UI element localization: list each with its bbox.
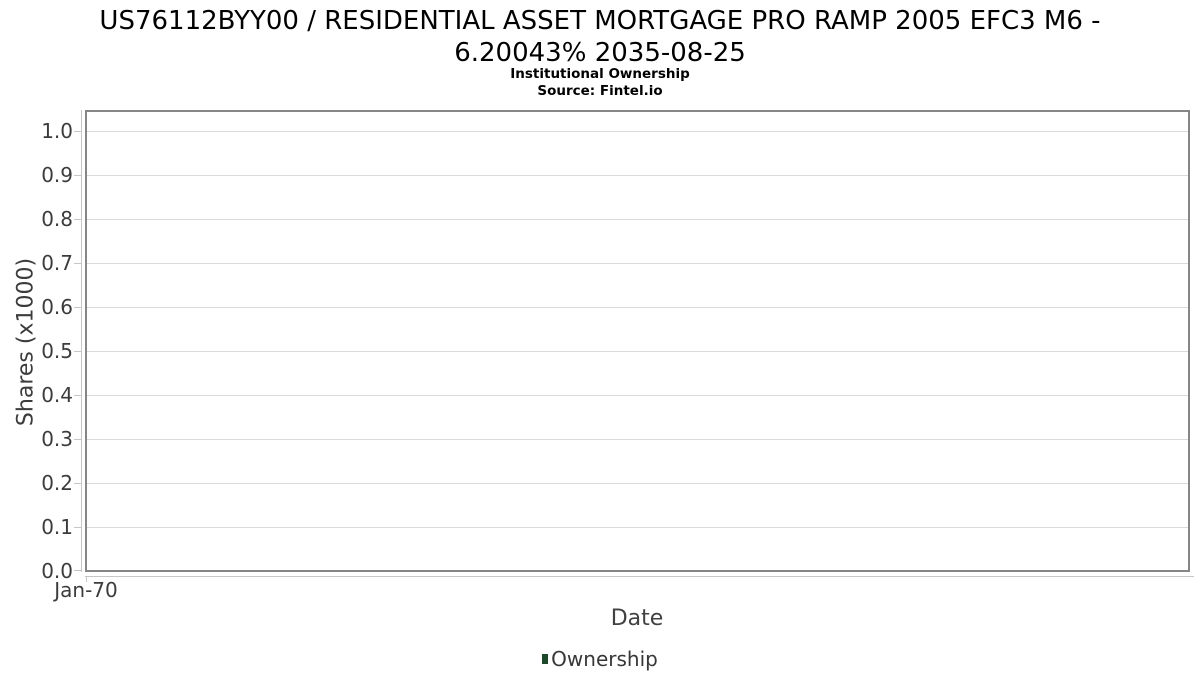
y-tick-0.5 (74, 351, 81, 352)
gridline-y-0.9 (87, 175, 1188, 176)
gridline-y-0.6 (87, 307, 1188, 308)
gridline-y-0.1 (87, 527, 1188, 528)
x-tick-label: Jan-70 (54, 578, 118, 602)
gridline-y-0.8 (87, 219, 1188, 220)
chart-title-line1: US76112BYY00 / RESIDENTIAL ASSET MORTGAG… (99, 6, 1101, 36)
plot-area (85, 110, 1190, 572)
y-tick-0.8 (74, 219, 81, 220)
y-tick-0.0 (74, 570, 81, 571)
gridline-y-0.5 (87, 351, 1188, 352)
y-tick-label-0.9: 0.9 (41, 163, 73, 187)
y-tick-label-0.0: 0.0 (41, 559, 73, 583)
gridline-y-0.2 (87, 483, 1188, 484)
y-tick-0.2 (74, 483, 81, 484)
y-tick-label-0.2: 0.2 (41, 471, 73, 495)
y-tick-label-0.4: 0.4 (41, 383, 73, 407)
y-tick-label-0.8: 0.8 (41, 207, 73, 231)
gridline-y-0.3 (87, 439, 1188, 440)
x-axis-label: Date (610, 606, 664, 631)
legend-label-ownership: Ownership (551, 647, 658, 671)
gridline-y-0.7 (87, 263, 1188, 264)
chart-source-attribution: Source: Fintel.io (537, 83, 663, 99)
y-tick-label-0.6: 0.6 (41, 295, 73, 319)
y-tick-1.0 (74, 131, 81, 132)
y-tick-label-0.7: 0.7 (41, 251, 73, 275)
y-tick-0.6 (74, 307, 81, 308)
y-tick-0.4 (74, 395, 81, 396)
y-axis-line (81, 110, 82, 572)
gridline-y-1.0 (87, 131, 1188, 132)
y-tick-0.3 (74, 439, 81, 440)
legend: Ownership (0, 647, 1200, 671)
y-tick-0.7 (74, 263, 81, 264)
chart-title-line2: 6.20043% 2035-08-25 (454, 38, 746, 68)
legend-marker-icon (542, 654, 549, 664)
x-axis-tick (86, 576, 87, 582)
legend-item-ownership[interactable]: Ownership (542, 647, 658, 671)
chart-subtitle: Institutional Ownership (510, 66, 690, 82)
y-tick-label-0.1: 0.1 (41, 515, 73, 539)
y-tick-0.9 (74, 175, 81, 176)
y-tick-label-0.3: 0.3 (41, 427, 73, 451)
chart-title: US76112BYY00 / RESIDENTIAL ASSET MORTGAG… (0, 5, 1200, 69)
y-tick-0.1 (74, 527, 81, 528)
y-tick-label-0.5: 0.5 (41, 339, 73, 363)
x-axis-line (85, 576, 1194, 577)
gridline-y-0.4 (87, 395, 1188, 396)
y-tick-label-1.0: 1.0 (41, 119, 73, 143)
